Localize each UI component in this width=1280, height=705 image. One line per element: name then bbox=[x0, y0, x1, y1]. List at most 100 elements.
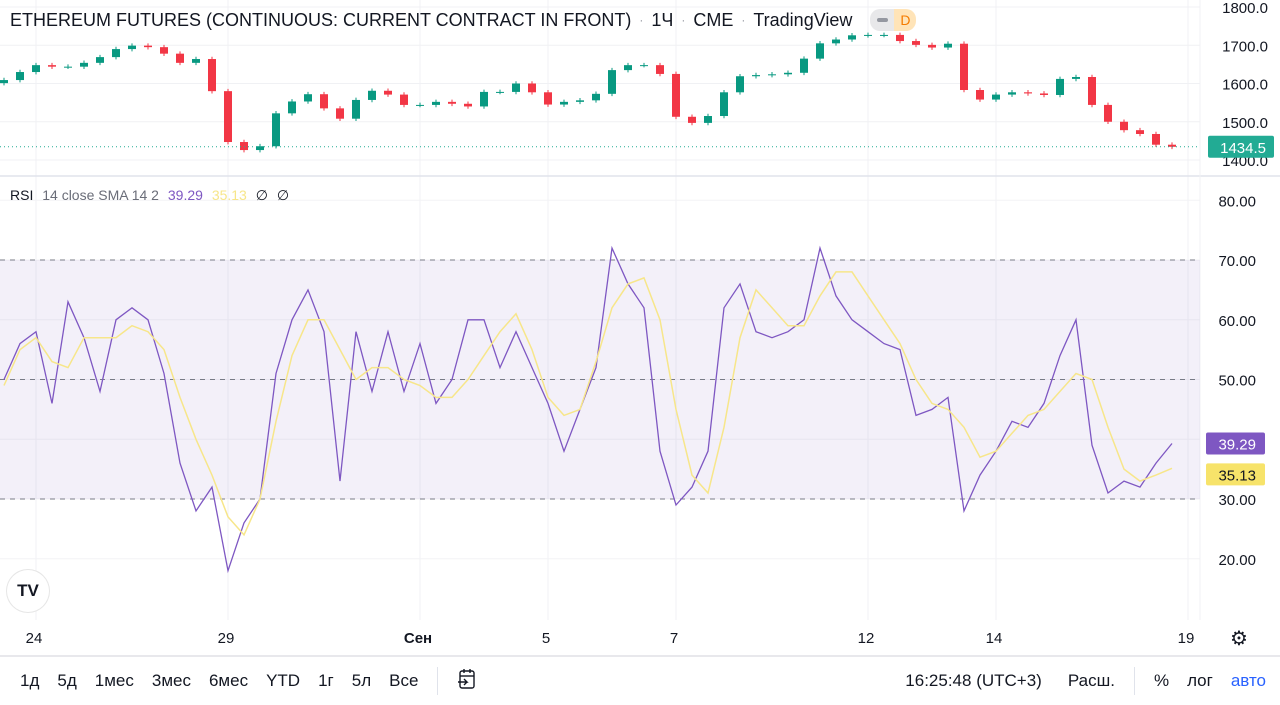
rsi-line bbox=[3, 245, 1173, 574]
candle-body bbox=[1024, 92, 1032, 94]
tradingview-logo[interactable]: TV bbox=[7, 570, 49, 612]
candle-body bbox=[160, 47, 168, 54]
candle bbox=[800, 56, 808, 76]
log-scale-toggle[interactable]: лог bbox=[1187, 671, 1213, 690]
candle-body bbox=[32, 65, 40, 73]
candle bbox=[0, 77, 8, 86]
candle bbox=[528, 81, 536, 95]
price-axis-label: 1800.0 bbox=[1222, 0, 1268, 17]
range-5y-button[interactable]: 5л bbox=[351, 671, 372, 690]
range-5d-button[interactable]: 5д bbox=[57, 671, 77, 690]
candle bbox=[768, 72, 776, 78]
candle-body bbox=[272, 113, 280, 147]
rsi-axis-label: 30.00 bbox=[1218, 492, 1256, 509]
symbol-title[interactable]: ETHEREUM FUTURES (CONTINUOUS: CURRENT CO… bbox=[10, 9, 632, 30]
candle-body bbox=[704, 116, 712, 123]
candle-body bbox=[240, 142, 248, 151]
candle bbox=[96, 54, 104, 66]
candle-body bbox=[304, 94, 312, 102]
candle bbox=[192, 56, 200, 66]
candle bbox=[1088, 74, 1096, 108]
settings-gear-icon[interactable]: ⚙ bbox=[1230, 628, 1248, 650]
percent-scale-toggle[interactable]: % bbox=[1153, 671, 1170, 690]
candle-body bbox=[480, 91, 488, 107]
indicator-name: RSI bbox=[10, 187, 34, 203]
range-ytd-button[interactable]: YTD bbox=[266, 671, 301, 690]
candle-body bbox=[848, 35, 856, 40]
separator-dot: · bbox=[639, 13, 644, 27]
candle-body bbox=[752, 75, 760, 77]
candle bbox=[816, 41, 824, 61]
candle bbox=[656, 62, 664, 77]
range-1y-button[interactable]: 1г bbox=[318, 671, 334, 690]
candle-body bbox=[496, 91, 504, 93]
price-axis-label: 1500.0 bbox=[1222, 115, 1268, 132]
session-button[interactable]: Расш. bbox=[1067, 671, 1115, 690]
time-axis-label: 19 bbox=[1178, 630, 1195, 647]
candle-body bbox=[1120, 121, 1128, 131]
auto-scale-toggle[interactable]: авто bbox=[1230, 671, 1266, 690]
candle bbox=[448, 99, 456, 107]
sma-value-label: 35.13 bbox=[1218, 467, 1256, 484]
candle bbox=[416, 102, 424, 108]
candle bbox=[944, 41, 952, 50]
candle bbox=[640, 62, 648, 68]
candle-body bbox=[1168, 144, 1176, 147]
rsi-value-label: 39.29 bbox=[1218, 436, 1256, 453]
separator-dot: · bbox=[741, 13, 746, 27]
candle bbox=[736, 73, 744, 95]
market-status-pill[interactable]: D bbox=[870, 9, 917, 31]
range-1m-button[interactable]: 1мес bbox=[94, 671, 134, 690]
candle-body bbox=[512, 83, 520, 92]
candle bbox=[272, 111, 280, 149]
candle-body bbox=[816, 43, 824, 59]
candle-body bbox=[800, 58, 808, 73]
candle bbox=[1168, 142, 1176, 150]
chart-canvas[interactable]: 1800.01700.01600.01500.01400.01434.580.0… bbox=[0, 0, 1280, 655]
candle bbox=[144, 43, 152, 50]
interval-label[interactable]: 1Ч bbox=[651, 9, 674, 30]
candle bbox=[208, 56, 216, 94]
candle bbox=[1104, 102, 1112, 125]
range-3m-button[interactable]: 3мес bbox=[151, 671, 191, 690]
candle-body bbox=[640, 65, 648, 67]
candle-body bbox=[0, 80, 8, 84]
candle bbox=[672, 71, 680, 120]
candle-body bbox=[256, 146, 264, 151]
candle bbox=[240, 139, 248, 153]
candle bbox=[304, 91, 312, 104]
range-6m-button[interactable]: 6мес bbox=[208, 671, 249, 690]
candle bbox=[496, 89, 504, 95]
candle-body bbox=[912, 41, 920, 45]
candle bbox=[576, 98, 584, 105]
rsi-legend[interactable]: RSI 14 close SMA 14 2 39.29 35.13 ∅ ∅ bbox=[10, 187, 294, 204]
candle bbox=[544, 90, 552, 107]
candle-body bbox=[368, 90, 376, 100]
source-label: TradingView bbox=[753, 9, 853, 30]
candle bbox=[848, 33, 856, 42]
sma-value-badge bbox=[1206, 463, 1265, 486]
candle-body bbox=[976, 90, 984, 100]
range-1d-button[interactable]: 1д bbox=[20, 671, 40, 690]
go-to-date-calendar-icon[interactable] bbox=[448, 668, 486, 695]
rsi-axis-label: 50.00 bbox=[1218, 373, 1256, 390]
candle-body bbox=[1152, 133, 1160, 145]
candle-body bbox=[656, 65, 664, 74]
range-all-button[interactable]: Все bbox=[389, 671, 419, 690]
candle bbox=[880, 32, 888, 38]
candle bbox=[256, 143, 264, 153]
time-axis-label: Сен bbox=[404, 630, 432, 647]
candle-body bbox=[784, 72, 792, 75]
candle-body bbox=[896, 34, 904, 42]
candle-body bbox=[1008, 92, 1016, 95]
candle-body bbox=[960, 43, 968, 91]
candle-body bbox=[592, 93, 600, 101]
candle bbox=[912, 38, 920, 48]
candle bbox=[176, 51, 184, 66]
candle-body bbox=[144, 45, 152, 48]
sma-line bbox=[3, 271, 1173, 537]
empty-value-icon: ∅ bbox=[255, 187, 268, 203]
bottom-toolbar: 1д 5д 1мес 3мес 6мес YTD 1г 5л Все 16:25… bbox=[0, 655, 1280, 705]
clock-timezone[interactable]: 16:25:48 (UTC+3) bbox=[905, 671, 1042, 690]
candle-body bbox=[528, 83, 536, 93]
